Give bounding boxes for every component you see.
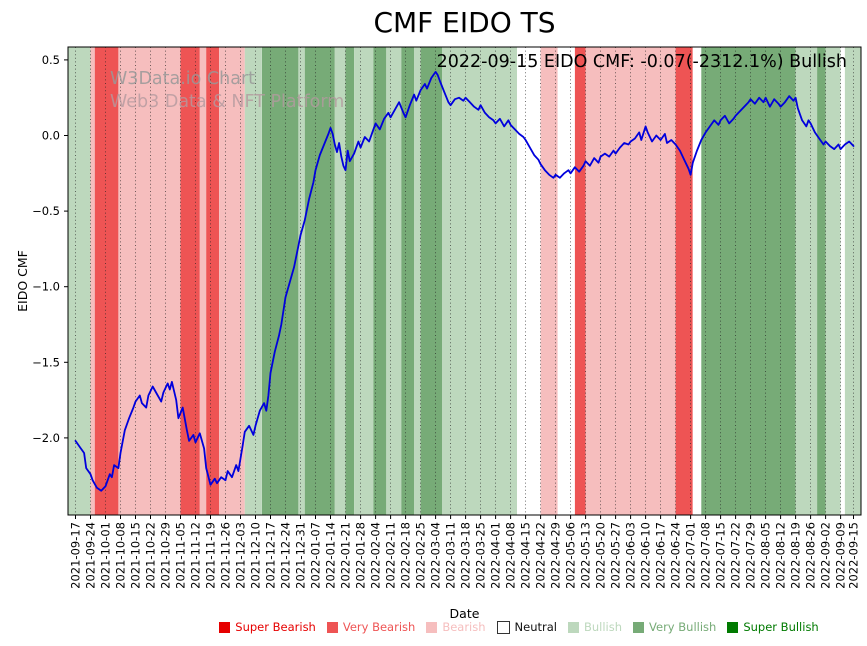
svg-text:2021-10-01: 2021-10-01 (98, 522, 112, 589)
svg-text:2022-03-04: 2022-03-04 (428, 522, 442, 589)
svg-text:2022-02-11: 2022-02-11 (383, 522, 397, 589)
svg-text:2022-04-22: 2022-04-22 (533, 522, 547, 589)
svg-text:2021-11-12: 2021-11-12 (188, 522, 202, 589)
svg-text:2022-02-04: 2022-02-04 (368, 522, 382, 589)
svg-text:2021-10-29: 2021-10-29 (158, 522, 172, 589)
legend-swatch-bearish (426, 621, 438, 633)
y-axis-label: EIDO CMF (15, 250, 30, 312)
svg-text:2022-04-15: 2022-04-15 (518, 522, 532, 589)
svg-text:2022-08-12: 2022-08-12 (773, 522, 787, 589)
svg-text:−2.0: −2.0 (32, 431, 60, 445)
svg-text:2022-07-01: 2022-07-01 (683, 522, 697, 589)
legend-label-very-bearish: Very Bearish (342, 620, 416, 634)
legend-swatch-very-bullish (633, 621, 645, 633)
svg-text:2022-04-29: 2022-04-29 (548, 522, 562, 589)
chart-title: CMF EIDO TS (373, 6, 556, 39)
svg-text:−0.5: −0.5 (32, 204, 60, 218)
svg-text:2022-06-03: 2022-06-03 (623, 522, 637, 589)
svg-text:2021-12-10: 2021-12-10 (248, 522, 262, 589)
svg-text:2022-04-01: 2022-04-01 (488, 522, 502, 589)
svg-text:2022-04-08: 2022-04-08 (503, 522, 517, 589)
legend-item-super-bearish: Super Bearish (219, 620, 316, 634)
legend-label-neutral: Neutral (514, 620, 557, 634)
svg-text:2022-01-07: 2022-01-07 (308, 522, 322, 589)
svg-text:2021-09-17: 2021-09-17 (68, 522, 82, 589)
legend-swatch-very-bearish (326, 621, 338, 633)
svg-text:2022-05-13: 2022-05-13 (578, 522, 592, 589)
svg-text:2022-03-25: 2022-03-25 (473, 522, 487, 589)
svg-text:2021-10-15: 2021-10-15 (128, 522, 142, 589)
legend-label-super-bearish: Super Bearish (235, 620, 316, 634)
legend-item-super-bullish: Super Bullish (727, 620, 819, 634)
svg-text:2022-05-27: 2022-05-27 (608, 522, 622, 589)
svg-text:2021-12-03: 2021-12-03 (233, 522, 247, 589)
legend: Super Bearish Very Bearish Bearish Neutr… (175, 620, 863, 634)
legend-label-bearish: Bearish (442, 620, 486, 634)
svg-text:2022-08-05: 2022-08-05 (758, 522, 772, 589)
x-axis-label: Date (449, 606, 480, 621)
svg-text:2022-07-22: 2022-07-22 (728, 522, 742, 589)
svg-text:2022-07-15: 2022-07-15 (713, 522, 727, 589)
watermark-line2: Web3 Data & NFT Platform (110, 92, 345, 112)
svg-text:2022-03-18: 2022-03-18 (458, 522, 472, 589)
legend-item-neutral: Neutral (496, 620, 557, 634)
legend-label-bullish: Bullish (583, 620, 623, 634)
svg-text:2022-08-26: 2022-08-26 (803, 522, 817, 589)
watermark-line1: W3Data.io Chart (110, 69, 256, 89)
svg-text:2021-11-26: 2021-11-26 (218, 522, 232, 589)
svg-text:2021-10-08: 2021-10-08 (113, 522, 127, 589)
svg-text:−1.0: −1.0 (32, 280, 60, 294)
svg-text:2022-09-15: 2022-09-15 (846, 522, 860, 589)
svg-text:2022-03-11: 2022-03-11 (443, 522, 457, 589)
svg-text:0.5: 0.5 (42, 53, 60, 67)
svg-text:2022-09-09: 2022-09-09 (833, 522, 847, 589)
legend-item-very-bullish: Very Bullish (633, 620, 716, 634)
svg-text:2021-11-19: 2021-11-19 (203, 522, 217, 589)
svg-text:2022-01-21: 2022-01-21 (338, 522, 352, 589)
legend-swatch-super-bearish (219, 621, 231, 633)
svg-text:2021-10-22: 2021-10-22 (143, 522, 157, 589)
watermark: W3Data.io Chart Web3 Data & NFT Platform (110, 68, 344, 114)
svg-text:−1.5: −1.5 (32, 355, 60, 369)
legend-item-bearish: Bearish (426, 620, 486, 634)
legend-item-bullish: Bullish (567, 620, 623, 634)
svg-text:2022-01-14: 2022-01-14 (323, 522, 337, 589)
svg-text:2022-06-24: 2022-06-24 (668, 522, 682, 589)
svg-text:2022-05-20: 2022-05-20 (593, 522, 607, 589)
svg-text:2022-02-25: 2022-02-25 (413, 522, 427, 589)
svg-text:2021-09-24: 2021-09-24 (83, 522, 97, 589)
svg-text:2022-07-08: 2022-07-08 (698, 522, 712, 589)
legend-item-very-bearish: Very Bearish (326, 620, 416, 634)
svg-text:2022-06-10: 2022-06-10 (638, 522, 652, 589)
svg-text:2022-07-29: 2022-07-29 (743, 522, 757, 589)
legend-swatch-super-bullish (727, 621, 739, 633)
cmf-annotation: 2022-09-15 EIDO CMF: -0.07(-2312.1%) Bul… (436, 52, 847, 72)
legend-label-very-bullish: Very Bullish (649, 620, 717, 634)
svg-text:2021-11-05: 2021-11-05 (173, 522, 187, 589)
legend-swatch-bullish (567, 621, 579, 633)
svg-text:2022-01-28: 2022-01-28 (353, 522, 367, 589)
svg-text:2021-12-17: 2021-12-17 (263, 522, 277, 589)
svg-text:2021-12-31: 2021-12-31 (293, 522, 307, 589)
legend-label-super-bullish: Super Bullish (743, 620, 819, 634)
svg-text:2022-06-17: 2022-06-17 (653, 522, 667, 589)
svg-text:0.0: 0.0 (42, 129, 60, 143)
svg-text:2022-02-18: 2022-02-18 (398, 522, 412, 589)
svg-text:2022-05-06: 2022-05-06 (563, 522, 577, 589)
svg-text:2022-09-02: 2022-09-02 (818, 522, 832, 589)
svg-text:2022-08-19: 2022-08-19 (788, 522, 802, 589)
svg-text:2021-12-24: 2021-12-24 (278, 522, 292, 589)
legend-swatch-neutral (496, 620, 510, 634)
